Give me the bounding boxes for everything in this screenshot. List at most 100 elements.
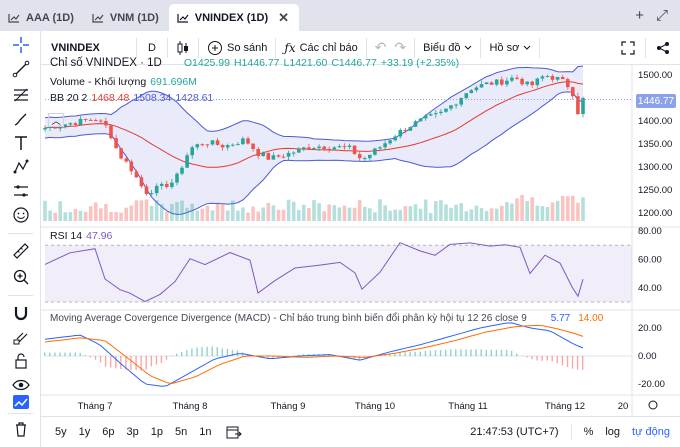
lock-draw-icon[interactable]	[11, 327, 31, 347]
crosshair-icon[interactable]	[11, 35, 31, 55]
chart-title: Chỉ số VNINDEX · 1D	[50, 57, 162, 69]
macd-histogram-bar	[74, 352, 76, 356]
eye-icon[interactable]	[11, 375, 31, 395]
candle-body	[566, 79, 570, 88]
macd-histogram-bar	[292, 355, 295, 357]
tab-aaa[interactable]: AAA (1D)	[0, 4, 84, 31]
trend-line-icon[interactable]	[11, 59, 31, 79]
tab-vnindex[interactable]: VNINDEX (1D) ✕	[168, 4, 300, 31]
pattern-icon[interactable]	[11, 157, 31, 177]
chart-style-button[interactable]	[168, 31, 198, 65]
candle-body	[393, 136, 397, 141]
chart-type-dropdown[interactable]: Biểu đồ	[415, 31, 480, 65]
candle-body	[83, 118, 88, 120]
macd-histogram-bar	[566, 356, 569, 367]
measure-icon[interactable]	[11, 181, 31, 201]
candle-body	[281, 156, 286, 158]
candle-body	[297, 148, 301, 153]
candle-body	[154, 185, 159, 194]
candle-body	[266, 152, 271, 160]
log-toggle[interactable]: log	[605, 426, 621, 438]
fib-icon[interactable]	[11, 85, 31, 105]
chart-tab-icon	[8, 13, 20, 23]
macd-histogram-bar	[241, 352, 244, 356]
candle-body	[286, 152, 291, 157]
ruler-icon[interactable]	[11, 241, 31, 261]
expand-icon[interactable]: ⤢	[655, 7, 668, 24]
last-price-tag: 1446.77	[636, 94, 676, 108]
volume-bar	[484, 210, 489, 221]
volume-bar	[515, 198, 519, 221]
interval-button[interactable]: D	[137, 31, 167, 65]
range-3m[interactable]: 3p	[126, 426, 139, 438]
volume-bar	[459, 203, 463, 221]
auto-toggle[interactable]: tự động	[632, 426, 670, 438]
macd-histogram-bar	[480, 349, 482, 356]
candle-body	[210, 140, 215, 145]
emoji-icon[interactable]	[11, 205, 31, 225]
fullscreen-button[interactable]	[611, 31, 645, 65]
volume-bar	[261, 207, 265, 221]
candle-body	[571, 87, 575, 97]
macd-histogram-bar	[521, 355, 523, 356]
undo-icon: ↶	[374, 39, 387, 55]
candle-body	[139, 177, 144, 187]
percent-toggle[interactable]: %	[583, 426, 594, 438]
macd-histogram-bar	[302, 354, 305, 356]
volume-bar	[159, 204, 164, 221]
chart-overview-icon[interactable]	[13, 395, 29, 409]
volume-bar	[256, 211, 260, 221]
lock-icon[interactable]	[11, 351, 31, 371]
calendar-goto-icon[interactable]	[226, 425, 242, 439]
brush-icon[interactable]	[11, 109, 31, 129]
undo-button[interactable]: ↶	[367, 31, 395, 65]
time-axis-label: 20	[618, 401, 629, 412]
share-button[interactable]	[646, 31, 680, 65]
zoom-in-icon[interactable]	[11, 267, 31, 287]
compare-button[interactable]: So sánh	[199, 31, 275, 65]
clock-time[interactable]: 21:47:53 (UTC+7)	[470, 426, 559, 438]
symbol-search[interactable]: VNINDEX	[41, 31, 136, 65]
volume-bar	[327, 204, 331, 221]
ohlc-open: O1425.99	[183, 57, 230, 69]
range-1y[interactable]: 1y	[78, 426, 91, 438]
profile-dropdown[interactable]: Hồ sơ	[481, 31, 539, 65]
range-1d[interactable]: 1n	[199, 426, 212, 438]
settings-gear-icon[interactable]	[648, 400, 658, 410]
volume-bar	[231, 200, 235, 221]
ohlc-close: C1446.77	[331, 57, 377, 69]
macd-histogram-bar	[576, 356, 579, 370]
tab-vnm[interactable]: VNM (1D)	[84, 4, 169, 31]
range-6m[interactable]: 6p	[102, 426, 115, 438]
macd-histogram-bar	[221, 348, 223, 356]
magnet-icon[interactable]	[11, 303, 31, 323]
volume-bar	[510, 203, 514, 221]
candle-body	[581, 98, 585, 114]
volume-bar	[200, 208, 205, 221]
range-5d[interactable]: 5n	[175, 426, 188, 438]
trash-icon[interactable]	[11, 419, 31, 439]
plus-icon[interactable]: +	[635, 7, 644, 24]
range-5y[interactable]: 5y	[55, 426, 67, 438]
macd-histogram-bar	[531, 356, 533, 360]
indicators-button[interactable]: ƒx Các chỉ báo	[276, 31, 365, 65]
signal-line	[44, 324, 584, 385]
volume-bar	[99, 208, 103, 221]
macd-histogram-bar	[450, 349, 452, 356]
rsi-band	[45, 245, 632, 302]
range-1m[interactable]: 1p	[150, 426, 163, 438]
close-icon[interactable]: ✕	[278, 9, 290, 25]
candle-body	[398, 130, 403, 137]
candle-body	[408, 126, 413, 131]
collapse-legend-button[interactable]: ︿	[48, 113, 64, 127]
text-icon[interactable]	[11, 133, 31, 153]
volume-bar	[246, 212, 250, 221]
candle-body	[423, 115, 428, 119]
volume-bar	[104, 204, 108, 221]
macd-value: 5.77	[550, 313, 571, 324]
rsi-line	[44, 242, 584, 303]
macd-line	[44, 322, 584, 387]
redo-button[interactable]: ↷	[394, 31, 414, 65]
price-chart[interactable]: 1500.001450.001400.001350.001300.001250.…	[41, 65, 680, 416]
volume-bar	[500, 205, 504, 221]
